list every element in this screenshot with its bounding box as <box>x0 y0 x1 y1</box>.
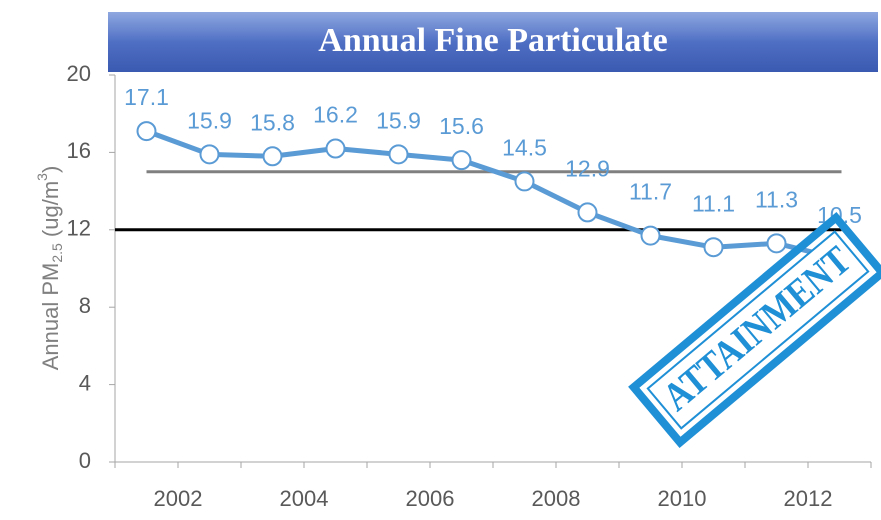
x-tick-label: 2010 <box>658 486 707 511</box>
stamp-text: ATTAINMENT <box>654 237 859 419</box>
x-tick-label: 2006 <box>406 486 455 511</box>
value-label: 12.9 <box>565 155 610 181</box>
value-label: 17.1 <box>124 84 169 110</box>
data-point <box>703 237 724 258</box>
value-label: 15.9 <box>376 107 421 133</box>
value-label: 15.6 <box>439 113 484 139</box>
x-tick-label: 2008 <box>532 486 581 511</box>
y-tick-label: 20 <box>67 61 91 86</box>
value-label: 15.8 <box>250 109 295 135</box>
y-tick-label: 8 <box>79 293 91 318</box>
data-point <box>388 144 409 165</box>
stamp-border <box>628 211 881 449</box>
y-tick-label: 12 <box>67 216 91 241</box>
data-point <box>640 225 661 246</box>
value-label: 15.9 <box>187 107 232 133</box>
stamp: ATTAINMENT <box>628 211 881 449</box>
y-tick-label: 16 <box>67 138 91 163</box>
data-point <box>262 146 283 167</box>
title-banner <box>108 12 878 72</box>
data-point <box>325 138 346 159</box>
value-label: 11.1 <box>692 190 735 216</box>
value-label: 16.2 <box>313 102 358 128</box>
data-point <box>766 233 787 254</box>
data-point <box>199 144 220 165</box>
x-tick-label: 2012 <box>784 486 833 511</box>
y-tick-label: 0 <box>79 448 91 473</box>
data-line <box>145 128 841 262</box>
data-point <box>451 150 472 171</box>
x-tick-label: 2002 <box>154 486 203 511</box>
data-point <box>136 121 157 142</box>
data-point <box>514 171 535 192</box>
value-label: 11.3 <box>755 186 798 212</box>
value-label: 14.5 <box>502 135 547 161</box>
y-axis-label: Annual PM2.5 (ug/m3) <box>34 166 65 371</box>
value-label: 11.7 <box>629 179 672 205</box>
stamp-inner <box>646 230 870 430</box>
data-point <box>577 202 598 223</box>
chart-title: Annual Fine Particulate <box>318 22 667 59</box>
y-tick-label: 4 <box>79 370 91 395</box>
x-tick-label: 2004 <box>280 486 329 511</box>
